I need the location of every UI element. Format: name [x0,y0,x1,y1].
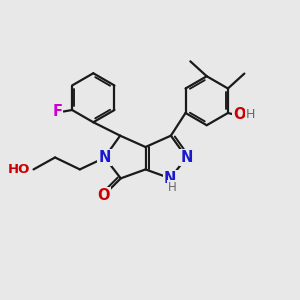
Text: O: O [233,107,245,122]
Text: N: N [164,171,176,186]
Text: H: H [168,181,177,194]
Text: N: N [98,150,111,165]
Text: HO: HO [8,163,30,176]
Text: F: F [52,104,62,119]
Text: O: O [98,188,110,203]
Text: N: N [180,150,193,165]
Text: H: H [246,108,255,121]
